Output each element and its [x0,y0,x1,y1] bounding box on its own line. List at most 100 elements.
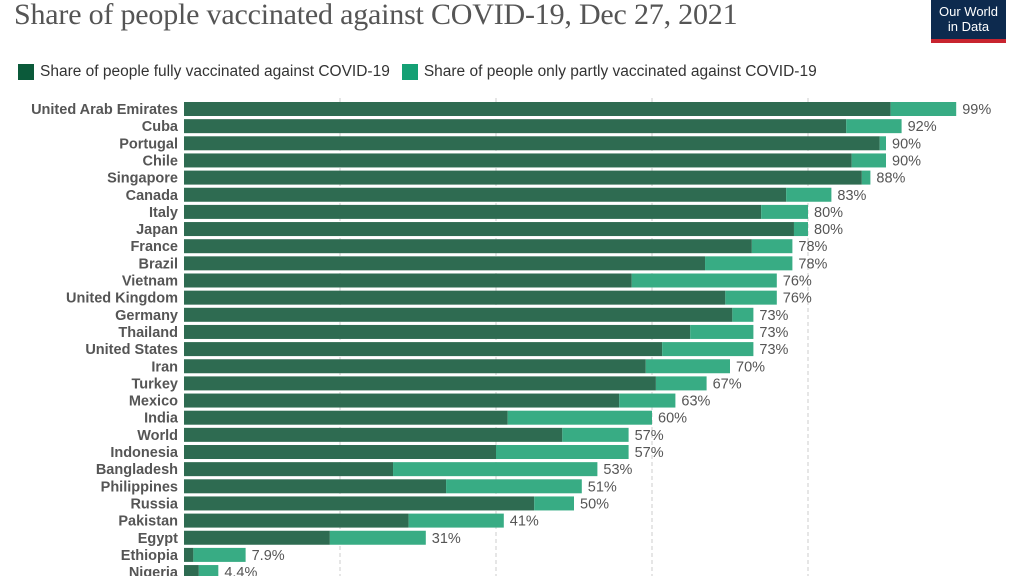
bar-partly [198,565,219,576]
bar-fully [184,445,496,459]
bar-partly [562,427,629,442]
legend-item-partly[interactable]: Share of people only partly vaccinated a… [401,63,817,81]
bar-partly [725,290,777,305]
category-label: United Kingdom [66,291,178,307]
value-label: 70% [736,359,765,375]
bar-fully [184,496,535,511]
bar-fully [184,290,726,305]
legend-label-fully: Share of people fully vaccinated against… [40,63,390,80]
logo-line-1: Our World [939,4,998,19]
value-label: 7.9% [252,548,285,564]
bar-partly [662,342,754,357]
value-label: 67% [713,376,742,392]
value-label: 53% [603,462,632,478]
value-label: 57% [635,428,664,444]
legend-swatch-fully [18,64,34,80]
category-label: Pakistan [118,514,178,530]
bar-partly [645,359,730,374]
bar-fully [184,307,733,322]
owid-logo[interactable]: Our World in Data [931,0,1006,43]
bar-partly [793,222,808,237]
value-label: 51% [588,479,617,495]
bar-fully [184,273,632,288]
bar-partly [851,153,886,168]
bar-fully [184,136,880,151]
value-label: 92% [908,119,937,135]
category-label: Germany [115,308,178,324]
value-label: 90% [892,153,921,169]
value-label: 57% [635,445,664,461]
category-label: Chile [143,153,178,169]
bar-fully [184,359,646,374]
category-label: United Arab Emirates [31,102,178,118]
value-label: 99% [962,102,991,118]
value-label: 90% [892,136,921,152]
category-label: Philippines [101,479,178,495]
value-label: 76% [783,274,812,290]
bar-partly [393,462,598,477]
bar-partly [751,239,793,254]
value-label: 76% [783,291,812,307]
category-label: Singapore [107,171,178,187]
bar-partly [408,513,504,528]
bar-partly [690,324,754,339]
bar-partly [534,496,574,511]
category-label: Egypt [138,531,178,547]
value-label: 63% [681,394,710,410]
category-label: Nigeria [129,565,179,576]
bar-partly [761,204,808,219]
value-label: 80% [814,205,843,221]
value-label: 73% [759,342,788,358]
logo-line-2: in Data [947,19,990,34]
bar-fully [184,119,847,134]
category-label: Brazil [139,256,179,272]
value-label: 31% [432,531,461,547]
bar-fully [184,239,752,254]
legend-item-fully[interactable]: Share of people fully vaccinated against… [18,63,390,81]
category-label: Canada [126,188,179,204]
category-label: Turkey [132,376,178,392]
bar-fully [184,513,409,528]
category-label: Mexico [129,394,178,410]
bar-fully [184,153,852,168]
value-label: 50% [580,496,609,512]
bar-partly [619,393,676,408]
legend-swatch-partly [401,64,418,80]
legend: Share of people fully vaccinated against… [18,63,829,81]
category-label: Iran [151,359,178,375]
bar-fully [184,410,508,425]
bar-partly [732,307,754,322]
bar-fully [184,427,563,442]
bar-partly [496,445,629,459]
bar-fully [184,393,620,408]
category-label: Japan [136,222,178,238]
bar-partly [193,547,246,562]
category-label: Vietnam [122,274,178,290]
value-label: 73% [759,308,788,324]
bar-partly [879,136,886,151]
value-label: 80% [814,222,843,238]
value-label: 88% [876,171,905,187]
category-label: Bangladesh [96,462,178,478]
bar-partly [631,273,777,288]
category-label: Russia [130,496,178,512]
bar-partly [446,479,582,494]
bar-fully [184,324,691,339]
value-label: 78% [798,256,827,272]
chart-title: Share of people vaccinated against COVID… [14,0,738,31]
category-label: Indonesia [110,445,179,461]
bar-fully [184,187,787,202]
bar-partly [705,256,793,271]
bar-fully [184,462,394,477]
category-label: France [130,239,178,255]
bar-fully [184,222,794,237]
category-label: Ethiopia [121,548,179,564]
bar-partly [846,119,902,134]
category-label: United States [85,342,178,358]
bar-partly [861,170,871,185]
bar-fully [184,204,762,219]
category-label: India [144,411,179,427]
category-label: Thailand [118,325,178,341]
bar-fully [184,565,199,576]
